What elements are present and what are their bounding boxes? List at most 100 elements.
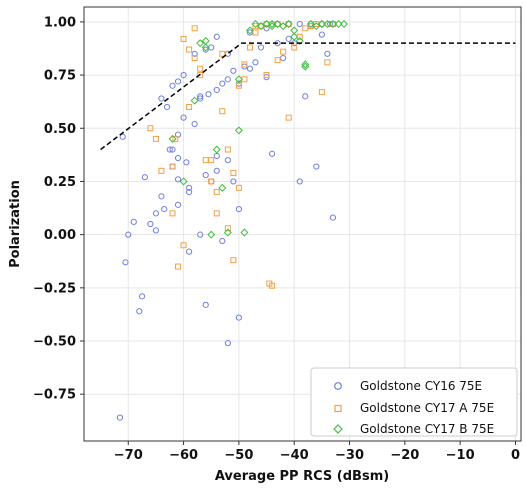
data-point-diamond <box>279 22 288 31</box>
y-tick-label: 0.75 <box>44 69 76 84</box>
data-point-circle <box>147 220 154 228</box>
data-point-circle <box>257 44 265 51</box>
data-point-circle <box>183 159 190 166</box>
data-point-circle <box>161 206 168 213</box>
data-point-circle <box>197 95 204 102</box>
data-point-diamond <box>290 32 299 41</box>
plot-area-frame <box>83 6 522 442</box>
data-point-circle <box>174 201 182 208</box>
data-point-circle <box>219 237 226 245</box>
x-tick-label: −50 <box>224 448 253 463</box>
data-point-diamond <box>323 20 332 29</box>
data-point-square <box>208 157 215 164</box>
data-point-square <box>202 157 209 164</box>
data-point-circle <box>141 174 148 181</box>
reference-line <box>100 42 516 151</box>
y-tick-label: −0.25 <box>33 281 76 296</box>
data-point-circle <box>235 206 242 213</box>
data-point-diamond <box>223 228 232 237</box>
data-point-circle <box>296 178 303 185</box>
data-point-circle <box>166 146 173 153</box>
data-point-square <box>147 125 154 132</box>
data-point-circle <box>152 227 160 234</box>
data-point-diamond <box>212 145 221 154</box>
data-point-diamond <box>334 20 343 29</box>
data-point-circle <box>268 150 276 157</box>
legend-marker-diamond <box>333 424 343 434</box>
data-point-diamond <box>317 20 326 29</box>
x-tick-label: −40 <box>280 448 309 463</box>
data-point-square <box>169 210 176 217</box>
data-point-circle <box>130 218 137 225</box>
data-point-square <box>219 50 226 57</box>
data-point-square <box>213 189 220 196</box>
data-point-square <box>180 242 187 249</box>
data-point-circle <box>180 114 187 121</box>
data-point-square <box>274 57 281 64</box>
data-point-circle <box>202 171 209 179</box>
data-point-circle <box>205 91 212 98</box>
data-point-diamond <box>301 62 310 71</box>
data-point-square <box>280 48 287 55</box>
data-point-circle <box>235 314 242 321</box>
data-point-circle <box>174 176 182 183</box>
data-point-square <box>169 163 176 170</box>
data-point-square <box>152 135 159 142</box>
data-point-diamond <box>257 22 266 31</box>
legend-label-cy17b: Goldstone CY17 B 75E <box>360 422 494 436</box>
data-point-circle <box>202 301 209 308</box>
data-point-circle <box>174 154 182 162</box>
data-point-diamond <box>262 20 271 29</box>
data-point-square <box>230 169 237 176</box>
data-point-diamond <box>306 20 315 29</box>
data-point-circle <box>180 71 187 79</box>
legend-entry-cy17b: Goldstone CY17 B 75E <box>333 422 494 436</box>
data-point-circle <box>197 93 204 100</box>
legend-marker-circle <box>334 382 342 390</box>
data-point-circle <box>197 231 204 238</box>
data-point-diamond <box>251 20 260 29</box>
data-point-diamond <box>234 75 243 84</box>
data-point-diamond <box>268 20 277 29</box>
data-point-square <box>258 23 265 30</box>
data-point-square <box>324 59 331 66</box>
data-point-circle <box>163 103 171 111</box>
data-point-diamond <box>284 20 293 29</box>
data-point-circle <box>213 167 220 174</box>
data-point-circle <box>302 93 309 100</box>
y-tick-label: −0.50 <box>33 335 76 350</box>
data-point-circle <box>186 248 193 255</box>
data-point-diamond <box>207 230 216 239</box>
data-point-square <box>197 72 204 79</box>
data-point-square <box>252 29 259 36</box>
x-tick-label: −10 <box>446 448 475 463</box>
dashed-reference-line <box>100 42 516 151</box>
data-point-square <box>219 108 226 115</box>
data-point-square <box>224 146 231 153</box>
data-point-diamond <box>301 60 310 69</box>
data-point-circle <box>296 20 303 28</box>
x-tick-label: 0 <box>511 448 520 463</box>
data-point-square <box>197 65 204 72</box>
data-point-diamond <box>312 22 321 31</box>
data-point-circle <box>122 259 129 266</box>
legend-entry-cy17a: Goldstone CY17 A 75E <box>334 401 494 415</box>
legend: Goldstone CY16 75E Goldstone CY17 A 75E … <box>310 367 518 437</box>
data-point-circle <box>174 78 182 85</box>
data-point-square <box>302 25 309 32</box>
data-point-circle <box>138 293 146 300</box>
data-point-diamond <box>339 20 348 29</box>
data-point-circle <box>252 59 259 66</box>
data-point-circle <box>191 50 198 57</box>
data-point-square <box>186 46 193 53</box>
data-point-diamond <box>168 134 177 143</box>
data-markers <box>116 20 348 421</box>
data-point-diamond <box>245 26 254 35</box>
data-point-square <box>191 25 198 32</box>
data-point-diamond <box>295 37 304 46</box>
data-point-circle <box>224 157 231 164</box>
y-tick-label: 1.00 <box>44 15 76 30</box>
data-point-diamond <box>218 183 227 192</box>
data-point-diamond <box>234 126 243 135</box>
